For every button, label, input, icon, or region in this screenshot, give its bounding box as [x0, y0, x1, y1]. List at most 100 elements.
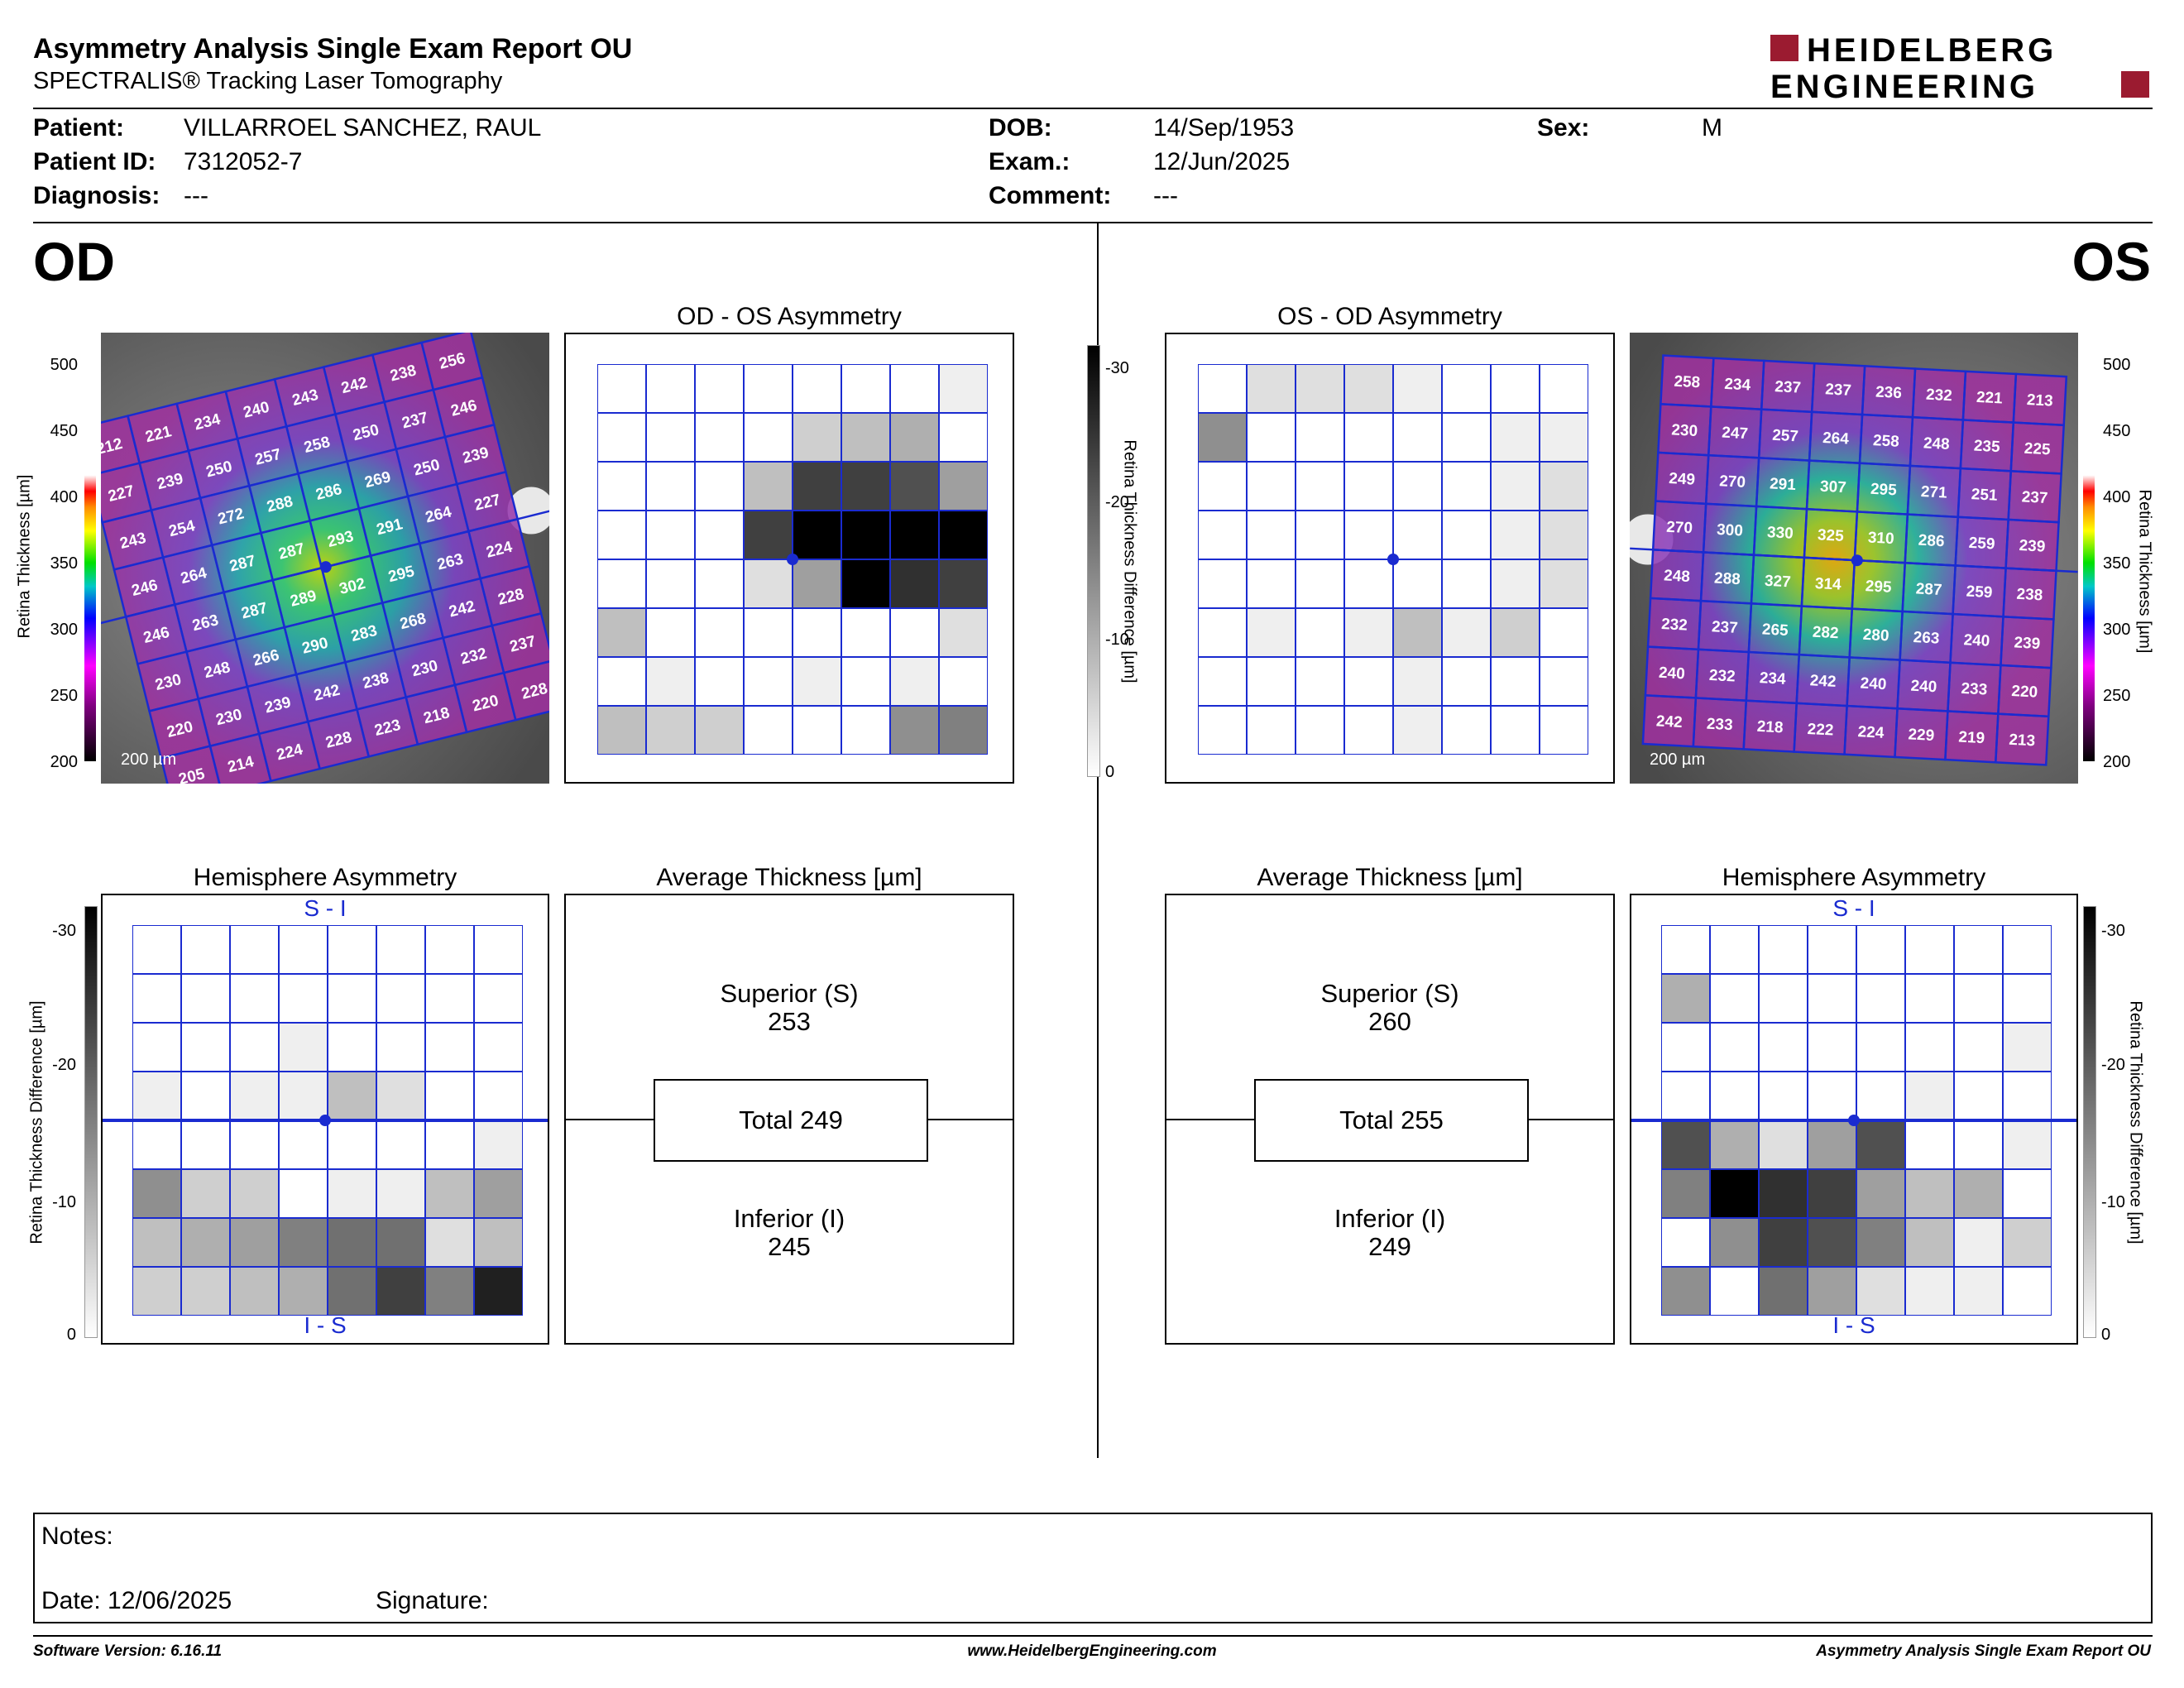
os-thickness-value: 235 [1973, 438, 2000, 457]
od-asym-cell [938, 705, 988, 755]
exam-label: Exam.: [989, 148, 1070, 175]
od-hemi-cell [278, 1022, 328, 1072]
od-asym-cell [841, 461, 891, 511]
os-thickness-value: 270 [1666, 519, 1693, 538]
dob-label: DOB: [989, 114, 1052, 141]
os-hemi-cell [1661, 1168, 1711, 1219]
od-hemi-cell [229, 925, 280, 975]
od-hemi-cell [424, 973, 475, 1024]
os-asym-cell [1539, 364, 1588, 414]
os-asym-cell [1246, 461, 1296, 511]
od-hemi-panel: S - I I - S [101, 894, 549, 1345]
od-asym-cell [694, 510, 745, 560]
sex-label: Sex: [1537, 114, 1590, 141]
os-asym-cell [1392, 607, 1443, 658]
os-thickness-value: 249 [1669, 470, 1696, 489]
os-thickness-value: 287 [1915, 580, 1942, 599]
dob-value: 14/Sep/1953 [1153, 114, 1295, 141]
notes-box[interactable]: Notes: Date: 12/06/2025 Signature: [33, 1513, 2153, 1623]
od-asym-cell [597, 607, 647, 658]
os-thickness-value: 232 [1708, 667, 1736, 686]
od-asym-cell [889, 705, 940, 755]
os-hemi-cell [1807, 1266, 1857, 1316]
od-hemi-cell [132, 1071, 182, 1121]
od-thickness-value: 205 [177, 765, 207, 784]
website-link[interactable]: www.HeidelbergEngineering.com [967, 1642, 1217, 1660]
os-hemi-cell [1661, 1217, 1711, 1268]
os-asym-cell [1539, 705, 1588, 755]
od-asym-cell [694, 656, 745, 707]
od-asym-cell [645, 412, 696, 463]
od-hemi-cell [132, 1022, 182, 1072]
os-avg-panel: Superior (S) 260 Total 255 Inferior (I) … [1165, 894, 1615, 1345]
center-divider [1097, 223, 1099, 1458]
os-asym-cell [1490, 461, 1540, 511]
os-hemi-cell [1807, 1071, 1857, 1121]
os-thickness-value: 234 [1724, 376, 1751, 395]
os-thickness-cell [1994, 712, 2050, 766]
od-scale-bar: 200 µm [121, 750, 176, 769]
os-asym-cell [1539, 412, 1588, 463]
od-hemi-cell [132, 1266, 182, 1316]
os-asym-cell [1246, 510, 1296, 560]
od-asym-cell [792, 705, 842, 755]
os-thickness-value: 213 [2009, 731, 2036, 750]
od-hemi-cell [424, 1071, 475, 1121]
od-asym-cell [597, 412, 647, 463]
os-hemi-cell [1904, 925, 1955, 975]
os-thickness-value: 233 [1961, 680, 1988, 699]
os-asym-grid [1198, 364, 1588, 755]
os-hemi-cell [2002, 1266, 2052, 1316]
os-hemi-cell [1904, 973, 1955, 1024]
os-hemi-cell [1856, 1120, 1906, 1170]
os-hemi-cell [1856, 1168, 1906, 1219]
od-asym-cell [743, 607, 793, 658]
od-hemi-cell [327, 1022, 377, 1072]
os-hemi-cell [1953, 1022, 2004, 1072]
os-hemi-panel: S - I I - S [1630, 894, 2078, 1345]
os-thickness-value: 300 [1717, 521, 1744, 540]
os-thickness-value: 307 [1820, 478, 1847, 497]
od-hemi-cell [180, 1022, 231, 1072]
od-hemi-cell [229, 1071, 280, 1121]
os-asym-cell [1343, 656, 1394, 707]
os-asym-cell [1343, 510, 1394, 560]
od-asym-cell [645, 510, 696, 560]
os-asym-cell [1343, 412, 1394, 463]
od-asym-cell [743, 705, 793, 755]
od-asym-cell [841, 364, 891, 414]
os-inferior-label: Inferior (I) [1334, 1204, 1446, 1233]
os-asym-cell [1392, 559, 1443, 609]
os-hemi-diff-scale: -30 -20 -10 0 Retina Thickness Differenc… [2080, 902, 2184, 1344]
od-hemi-cell [327, 1217, 377, 1268]
os-thickness-value: 220 [2011, 683, 2038, 702]
os-thickness-value: 325 [1817, 526, 1844, 545]
os-asym-cell [1392, 510, 1443, 560]
os-asym-cell [1392, 705, 1443, 755]
os-thickness-value: 224 [1857, 723, 1885, 742]
os-asym-cell [1343, 559, 1394, 609]
os-hemi-cell [1856, 1071, 1906, 1121]
os-asym-cell [1343, 607, 1394, 658]
os-thickness-value: 314 [1814, 575, 1842, 594]
od-hemi-cell [376, 1266, 426, 1316]
footer-report-name: Asymmetry Analysis Single Exam Report OU [1816, 1642, 2151, 1660]
od-total: Total 249 [654, 1079, 928, 1162]
od-hemi-cell [132, 925, 182, 975]
os-hemi-cell [1856, 1022, 1906, 1072]
od-hemi-cell [424, 1217, 475, 1268]
od-hemi-cell [132, 973, 182, 1024]
diagnosis-label: Diagnosis: [33, 182, 160, 209]
od-asym-panel [564, 333, 1014, 784]
os-hemi-cell [1758, 973, 1808, 1024]
od-hemi-cell [424, 1168, 475, 1219]
os-thickness-value: 222 [1807, 721, 1834, 740]
os-hemi-cell [1953, 1071, 2004, 1121]
os-hemi-cell [1953, 973, 2004, 1024]
os-hemi-cell [1904, 1168, 1955, 1219]
exam-value: 12/Jun/2025 [1153, 148, 1291, 175]
od-hemi-cell [180, 1120, 231, 1170]
os-asym-panel [1165, 333, 1615, 784]
os-asym-cell [1539, 607, 1588, 658]
report-title: Asymmetry Analysis Single Exam Report OU [33, 33, 633, 65]
